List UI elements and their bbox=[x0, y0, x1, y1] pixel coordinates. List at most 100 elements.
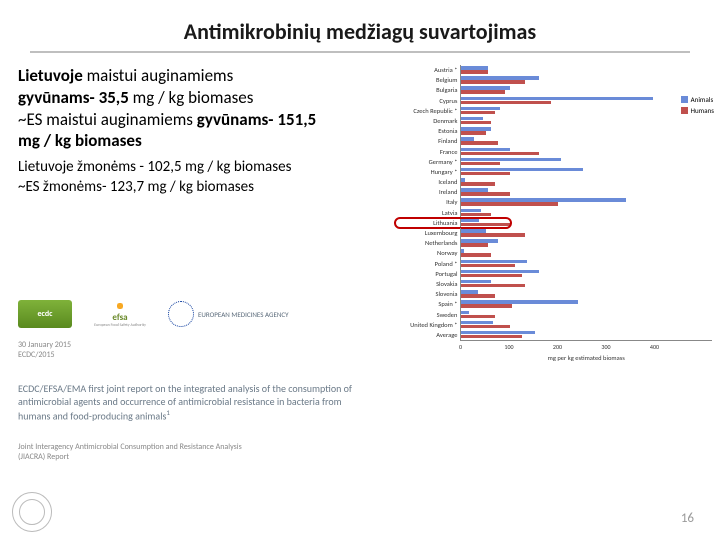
bar-humans bbox=[461, 121, 490, 125]
report-subtitle: Joint Interagency Antimicrobial Consumpt… bbox=[18, 442, 242, 463]
country-label: Slovakia bbox=[392, 279, 460, 289]
country-label: Spain * bbox=[392, 299, 460, 309]
chart-plot: Austria *BelgiumBulgariaCyprusCzech Repu… bbox=[392, 65, 712, 362]
bar-cell bbox=[460, 299, 654, 309]
bar-humans bbox=[461, 111, 495, 115]
efsa-subtext: European Food Safety Authority bbox=[94, 323, 146, 328]
bar-animals bbox=[461, 290, 478, 294]
seal-icon bbox=[12, 492, 52, 532]
xaxis-tick: 300 bbox=[601, 343, 610, 351]
bar-animals bbox=[461, 117, 483, 121]
bar-cell bbox=[460, 228, 654, 238]
country-label: Cyprus bbox=[392, 96, 460, 106]
chart-row: Slovakia bbox=[392, 279, 654, 289]
chart-row: Ireland bbox=[392, 187, 654, 197]
country-label: Lithuania bbox=[392, 218, 460, 228]
chart-row: Netherlands bbox=[392, 238, 654, 248]
ecdc-logo: ecdc bbox=[18, 300, 72, 328]
bar-humans bbox=[461, 213, 490, 217]
bar-cell bbox=[460, 116, 654, 126]
country-label: Bulgaria bbox=[392, 85, 460, 95]
bar-animals bbox=[461, 188, 488, 192]
bar-cell bbox=[460, 208, 654, 218]
bar-animals bbox=[461, 86, 510, 90]
bar-humans bbox=[461, 172, 510, 176]
bar-cell bbox=[460, 85, 654, 95]
bar-cell bbox=[460, 269, 654, 279]
chart-row: Denmark bbox=[392, 116, 654, 126]
country-label: Iceland bbox=[392, 177, 460, 187]
country-label: Italy bbox=[392, 197, 460, 207]
country-label: Poland * bbox=[392, 259, 460, 269]
bar-humans bbox=[461, 223, 510, 227]
bar-cell bbox=[460, 320, 654, 330]
text: ~ES maistui auginamiems bbox=[18, 109, 197, 130]
chart-row: Average bbox=[392, 330, 654, 340]
page-title: Antimikrobinių medžiagų suvartojimas bbox=[30, 0, 690, 53]
bar-animals bbox=[461, 198, 626, 202]
chart-row: Belgium bbox=[392, 75, 654, 85]
bar-humans bbox=[461, 284, 524, 288]
text: mg / kg biomases bbox=[18, 130, 142, 151]
bar-cell bbox=[460, 177, 654, 187]
chart-row: Germany * bbox=[392, 157, 654, 167]
bar-humans bbox=[461, 80, 524, 84]
bar-humans bbox=[461, 243, 488, 247]
efsa-text: efsa bbox=[112, 312, 127, 323]
paragraph-secondary: Lietuvoje žmonėms - 102,5 mg / kg biomas… bbox=[18, 158, 388, 197]
text: ECDC/EFSA/EMA first joint report on the … bbox=[18, 382, 352, 422]
text: Lietuvoje žmonėms - 102,5 mg / kg biomas… bbox=[18, 158, 291, 176]
bar-cell bbox=[460, 126, 654, 136]
bar-humans bbox=[461, 253, 490, 257]
bar-animals bbox=[461, 178, 465, 182]
country-label: Estonia bbox=[392, 126, 460, 136]
bar-cell bbox=[460, 106, 654, 116]
text-lt: Lietuvoje bbox=[18, 65, 83, 86]
bar-humans bbox=[461, 101, 551, 105]
bar-animals bbox=[461, 260, 526, 264]
bar-animals bbox=[461, 76, 539, 80]
chart-row: Norway bbox=[392, 248, 654, 258]
xaxis-tick: 200 bbox=[553, 343, 562, 351]
country-label: Belgium bbox=[392, 75, 460, 85]
bar-humans bbox=[461, 233, 524, 237]
chart-row: Sweden bbox=[392, 310, 654, 320]
bar-humans bbox=[461, 141, 497, 145]
text-gyv2: gyvūnams- 151,5 bbox=[197, 109, 316, 130]
bar-humans bbox=[461, 304, 512, 308]
logo-row: ecdc efsa European Food Safety Authority… bbox=[18, 300, 289, 328]
chart-row: Finland bbox=[392, 136, 654, 146]
chart-row: Portugal bbox=[392, 269, 654, 279]
country-label: Slovenia bbox=[392, 289, 460, 299]
bar-animals bbox=[461, 270, 539, 274]
bar-animals bbox=[461, 219, 478, 223]
bar-cell bbox=[460, 259, 654, 269]
bar-animals bbox=[461, 331, 535, 335]
bar-animals bbox=[461, 321, 493, 325]
footnote-mark: 1 bbox=[166, 408, 170, 417]
country-label: Luxembourg bbox=[392, 228, 460, 238]
bar-animals bbox=[461, 127, 490, 131]
xaxis-tick: 400 bbox=[650, 343, 659, 351]
ema-circle-icon bbox=[168, 301, 194, 327]
bar-animals bbox=[461, 148, 510, 152]
chart-row: United Kingdom * bbox=[392, 320, 654, 330]
bar-animals bbox=[461, 209, 480, 213]
bar-cell bbox=[460, 147, 654, 157]
bar-animals bbox=[461, 311, 468, 315]
country-label: Ireland bbox=[392, 187, 460, 197]
text: mg / kg biomases bbox=[129, 87, 254, 108]
chart-row: Lithuania bbox=[392, 218, 654, 228]
text-gyv1: gyvūnams- 35,5 bbox=[18, 87, 129, 108]
bar-humans bbox=[461, 274, 522, 278]
bar-animals bbox=[461, 300, 577, 304]
text: ~ES žmonėms- 123,7 mg / kg biomases bbox=[18, 178, 254, 196]
chart-row: Cyprus bbox=[392, 96, 654, 106]
country-label: Germany * bbox=[392, 157, 460, 167]
ema-text: EUROPEAN MEDICINES AGENCY bbox=[198, 310, 289, 319]
bar-cell bbox=[460, 157, 654, 167]
bar-cell bbox=[460, 187, 654, 197]
chart-row: Luxembourg bbox=[392, 228, 654, 238]
country-label: France bbox=[392, 147, 460, 157]
chart-xaxis: 0100200300400 bbox=[460, 340, 712, 356]
